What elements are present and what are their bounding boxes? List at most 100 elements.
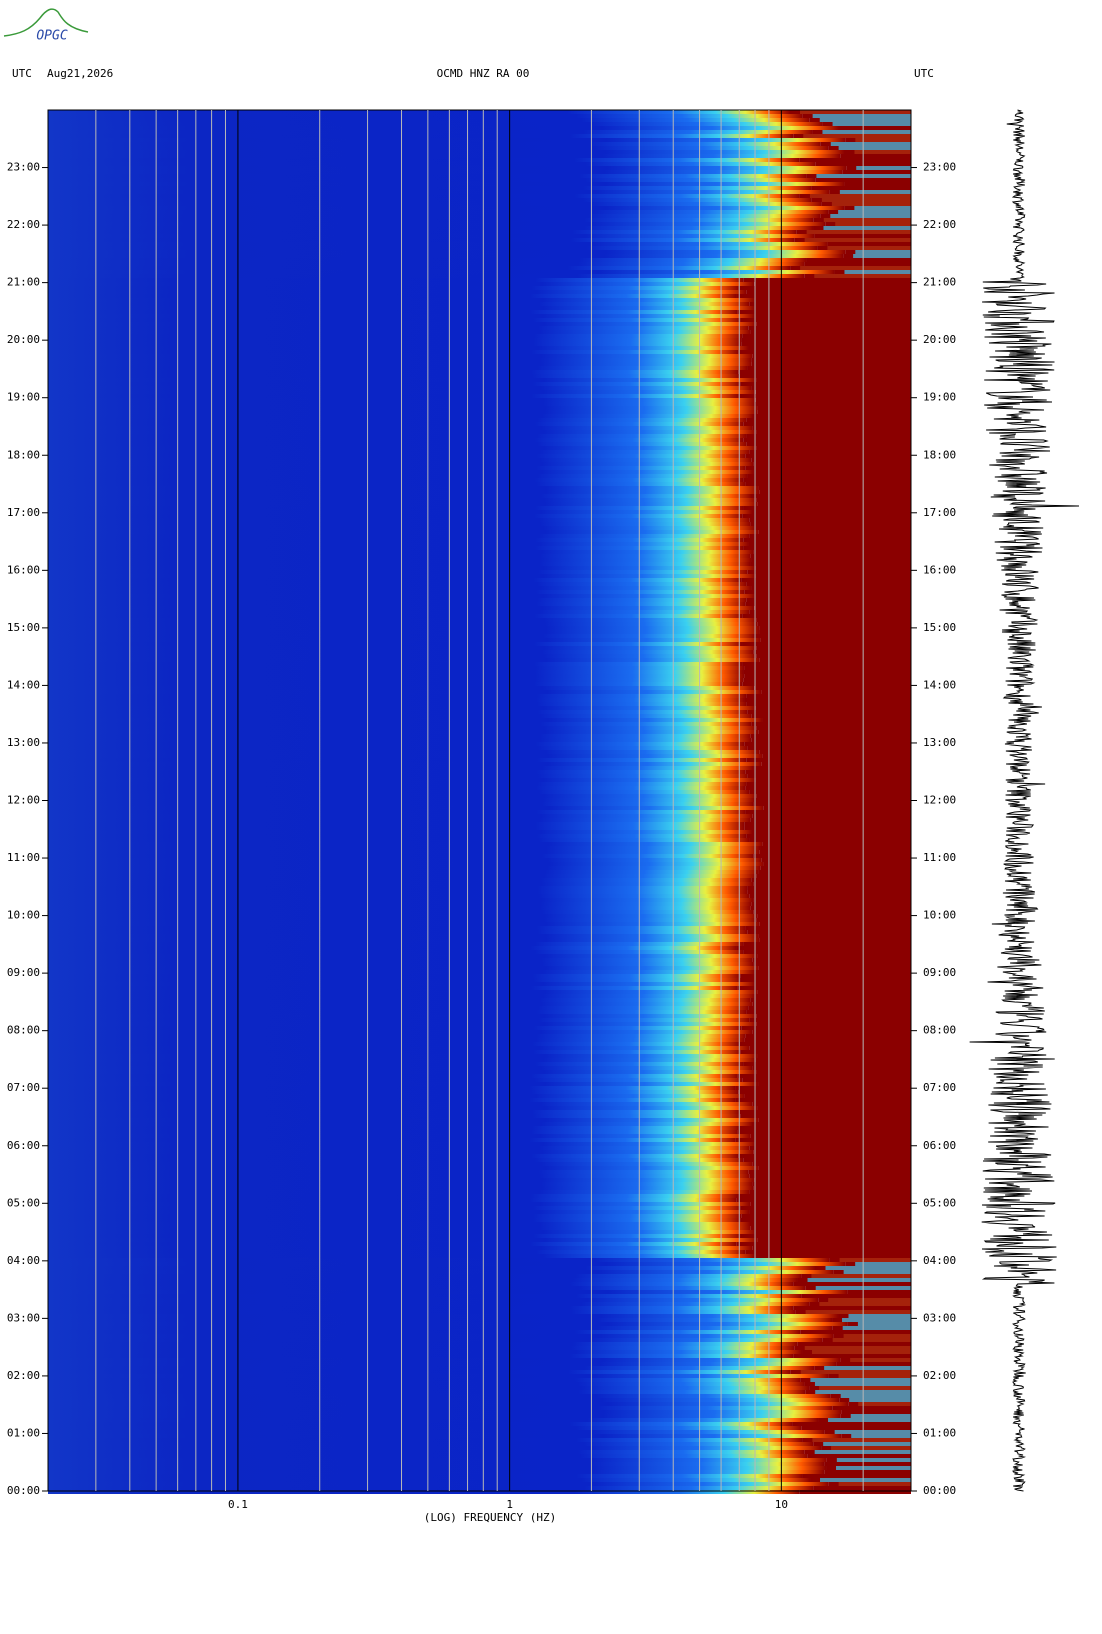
spectrogram-band — [48, 482, 746, 486]
spectrogram-band — [48, 710, 748, 714]
spectrogram-saturated — [754, 798, 911, 802]
spectrogram-saturated — [761, 690, 911, 694]
spectrogram-band — [48, 1054, 758, 1058]
spectrogram-saturated — [752, 1246, 911, 1250]
spectrogram-band — [48, 1174, 750, 1178]
spectrogram-band — [48, 1126, 740, 1130]
spectrogram-saturated — [736, 946, 911, 950]
spectrogram-quiet — [805, 1310, 911, 1314]
spectrogram-band — [48, 1374, 829, 1378]
y-tick-label-right: 21:00 — [923, 276, 956, 289]
spectrogram-band — [48, 1434, 842, 1438]
spectrogram-saturated — [743, 478, 911, 482]
spectrogram-band — [48, 746, 748, 750]
spectrogram-band — [48, 1350, 803, 1354]
spectrogram-quiet — [839, 1258, 911, 1262]
spectrogram-saturated — [747, 366, 911, 370]
spectrogram-saturated — [847, 1290, 911, 1294]
logo-text: OPGC — [36, 29, 67, 44]
spectrogram-quiet — [825, 1266, 911, 1270]
spectrogram-saturated — [755, 526, 911, 530]
y-tick-label-right: 01:00 — [923, 1426, 956, 1439]
spectrogram-saturated — [749, 790, 911, 794]
spectrogram-band — [48, 1270, 834, 1274]
spectrogram-saturated — [753, 462, 911, 466]
spectrogram-band — [48, 1110, 740, 1114]
spectrogram-saturated — [747, 886, 911, 890]
spectrogram-saturated — [741, 342, 911, 346]
y-tick-label-right: 00:00 — [923, 1484, 956, 1497]
spectrogram-band — [48, 1398, 840, 1402]
spectrogram-saturated — [758, 966, 911, 970]
spectrogram-saturated — [750, 330, 911, 334]
spectrogram-band — [48, 410, 758, 414]
spectrogram-saturated — [752, 814, 911, 818]
spectrogram-saturated — [741, 578, 911, 582]
spectrogram-saturated — [747, 570, 911, 574]
spectrogram-band — [48, 722, 752, 726]
spectrogram-band — [48, 238, 795, 242]
spectrogram-band — [48, 862, 764, 866]
spectrogram-band — [48, 1446, 822, 1450]
spectrogram-band — [48, 1358, 841, 1362]
spectrogram-saturated — [759, 626, 911, 630]
spectrogram-quiet — [804, 238, 911, 242]
spectrogram-quiet — [823, 226, 911, 230]
spectrogram-band — [48, 1378, 801, 1382]
spectrogram-band — [48, 302, 750, 306]
spectrogram-saturated — [746, 434, 911, 438]
spectrogram-saturated — [752, 494, 911, 498]
spectrogram-band — [48, 1282, 794, 1286]
spectrogram-band — [48, 1462, 825, 1466]
spectrogram-saturated — [740, 1050, 911, 1054]
spectrogram-band — [48, 322, 757, 326]
spectrogram-band — [48, 866, 761, 870]
spectrogram-saturated — [747, 710, 911, 714]
spectrogram-saturated — [753, 766, 911, 770]
spectrogram-saturated — [741, 338, 911, 342]
spectrogram-saturated — [747, 746, 911, 750]
spectrogram-band — [48, 1490, 800, 1494]
spectrogram-quiet — [803, 134, 911, 138]
spectrogram-band — [48, 510, 753, 514]
y-tick-label-right: 19:00 — [923, 391, 956, 404]
spectrogram-saturated — [750, 522, 911, 526]
spectrogram-saturated — [748, 1170, 911, 1174]
spectrogram-band — [48, 834, 747, 838]
spectrogram-band — [48, 278, 744, 282]
y-tick-label-right: 09:00 — [923, 966, 956, 979]
spectrogram-band — [48, 1006, 749, 1010]
spectrogram-quiet — [834, 1430, 911, 1434]
spectrogram-band — [48, 1042, 740, 1046]
spectrogram-band — [48, 506, 744, 510]
spectrogram-saturated — [753, 802, 911, 806]
spectrogram-band — [48, 434, 747, 438]
spectrogram-band — [48, 726, 757, 730]
spectrogram-band — [48, 470, 754, 474]
spectrogram-band — [48, 826, 745, 830]
spectrogram-saturated — [756, 1070, 911, 1074]
spectrogram-saturated — [737, 986, 911, 990]
spectrogram-band — [48, 602, 746, 606]
spectrogram-saturated — [842, 170, 911, 174]
spectrogram-band — [48, 1438, 803, 1442]
spectrogram-saturated — [752, 510, 911, 514]
spectrogram-saturated — [752, 958, 911, 962]
y-tick-label-left: 16:00 — [7, 563, 40, 576]
spectrogram-saturated — [747, 890, 911, 894]
spectrogram-quiet — [812, 1350, 911, 1354]
spectrogram-saturated — [749, 1210, 911, 1214]
spectrogram-saturated — [836, 1362, 911, 1366]
spectrogram-quiet — [855, 250, 911, 254]
spectrogram-band — [48, 1354, 794, 1358]
spectrogram-saturated — [746, 782, 911, 786]
spectrogram-saturated — [801, 1294, 911, 1298]
spectrogram-saturated — [755, 634, 911, 638]
spectrogram-saturated — [737, 1194, 911, 1198]
spectrogram-band — [48, 1190, 750, 1194]
spectrogram-saturated — [751, 362, 911, 366]
spectrogram-saturated — [840, 154, 911, 158]
spectrogram-saturated — [759, 658, 911, 662]
spectrogram-band — [48, 550, 754, 554]
spectrogram-saturated — [748, 542, 911, 546]
